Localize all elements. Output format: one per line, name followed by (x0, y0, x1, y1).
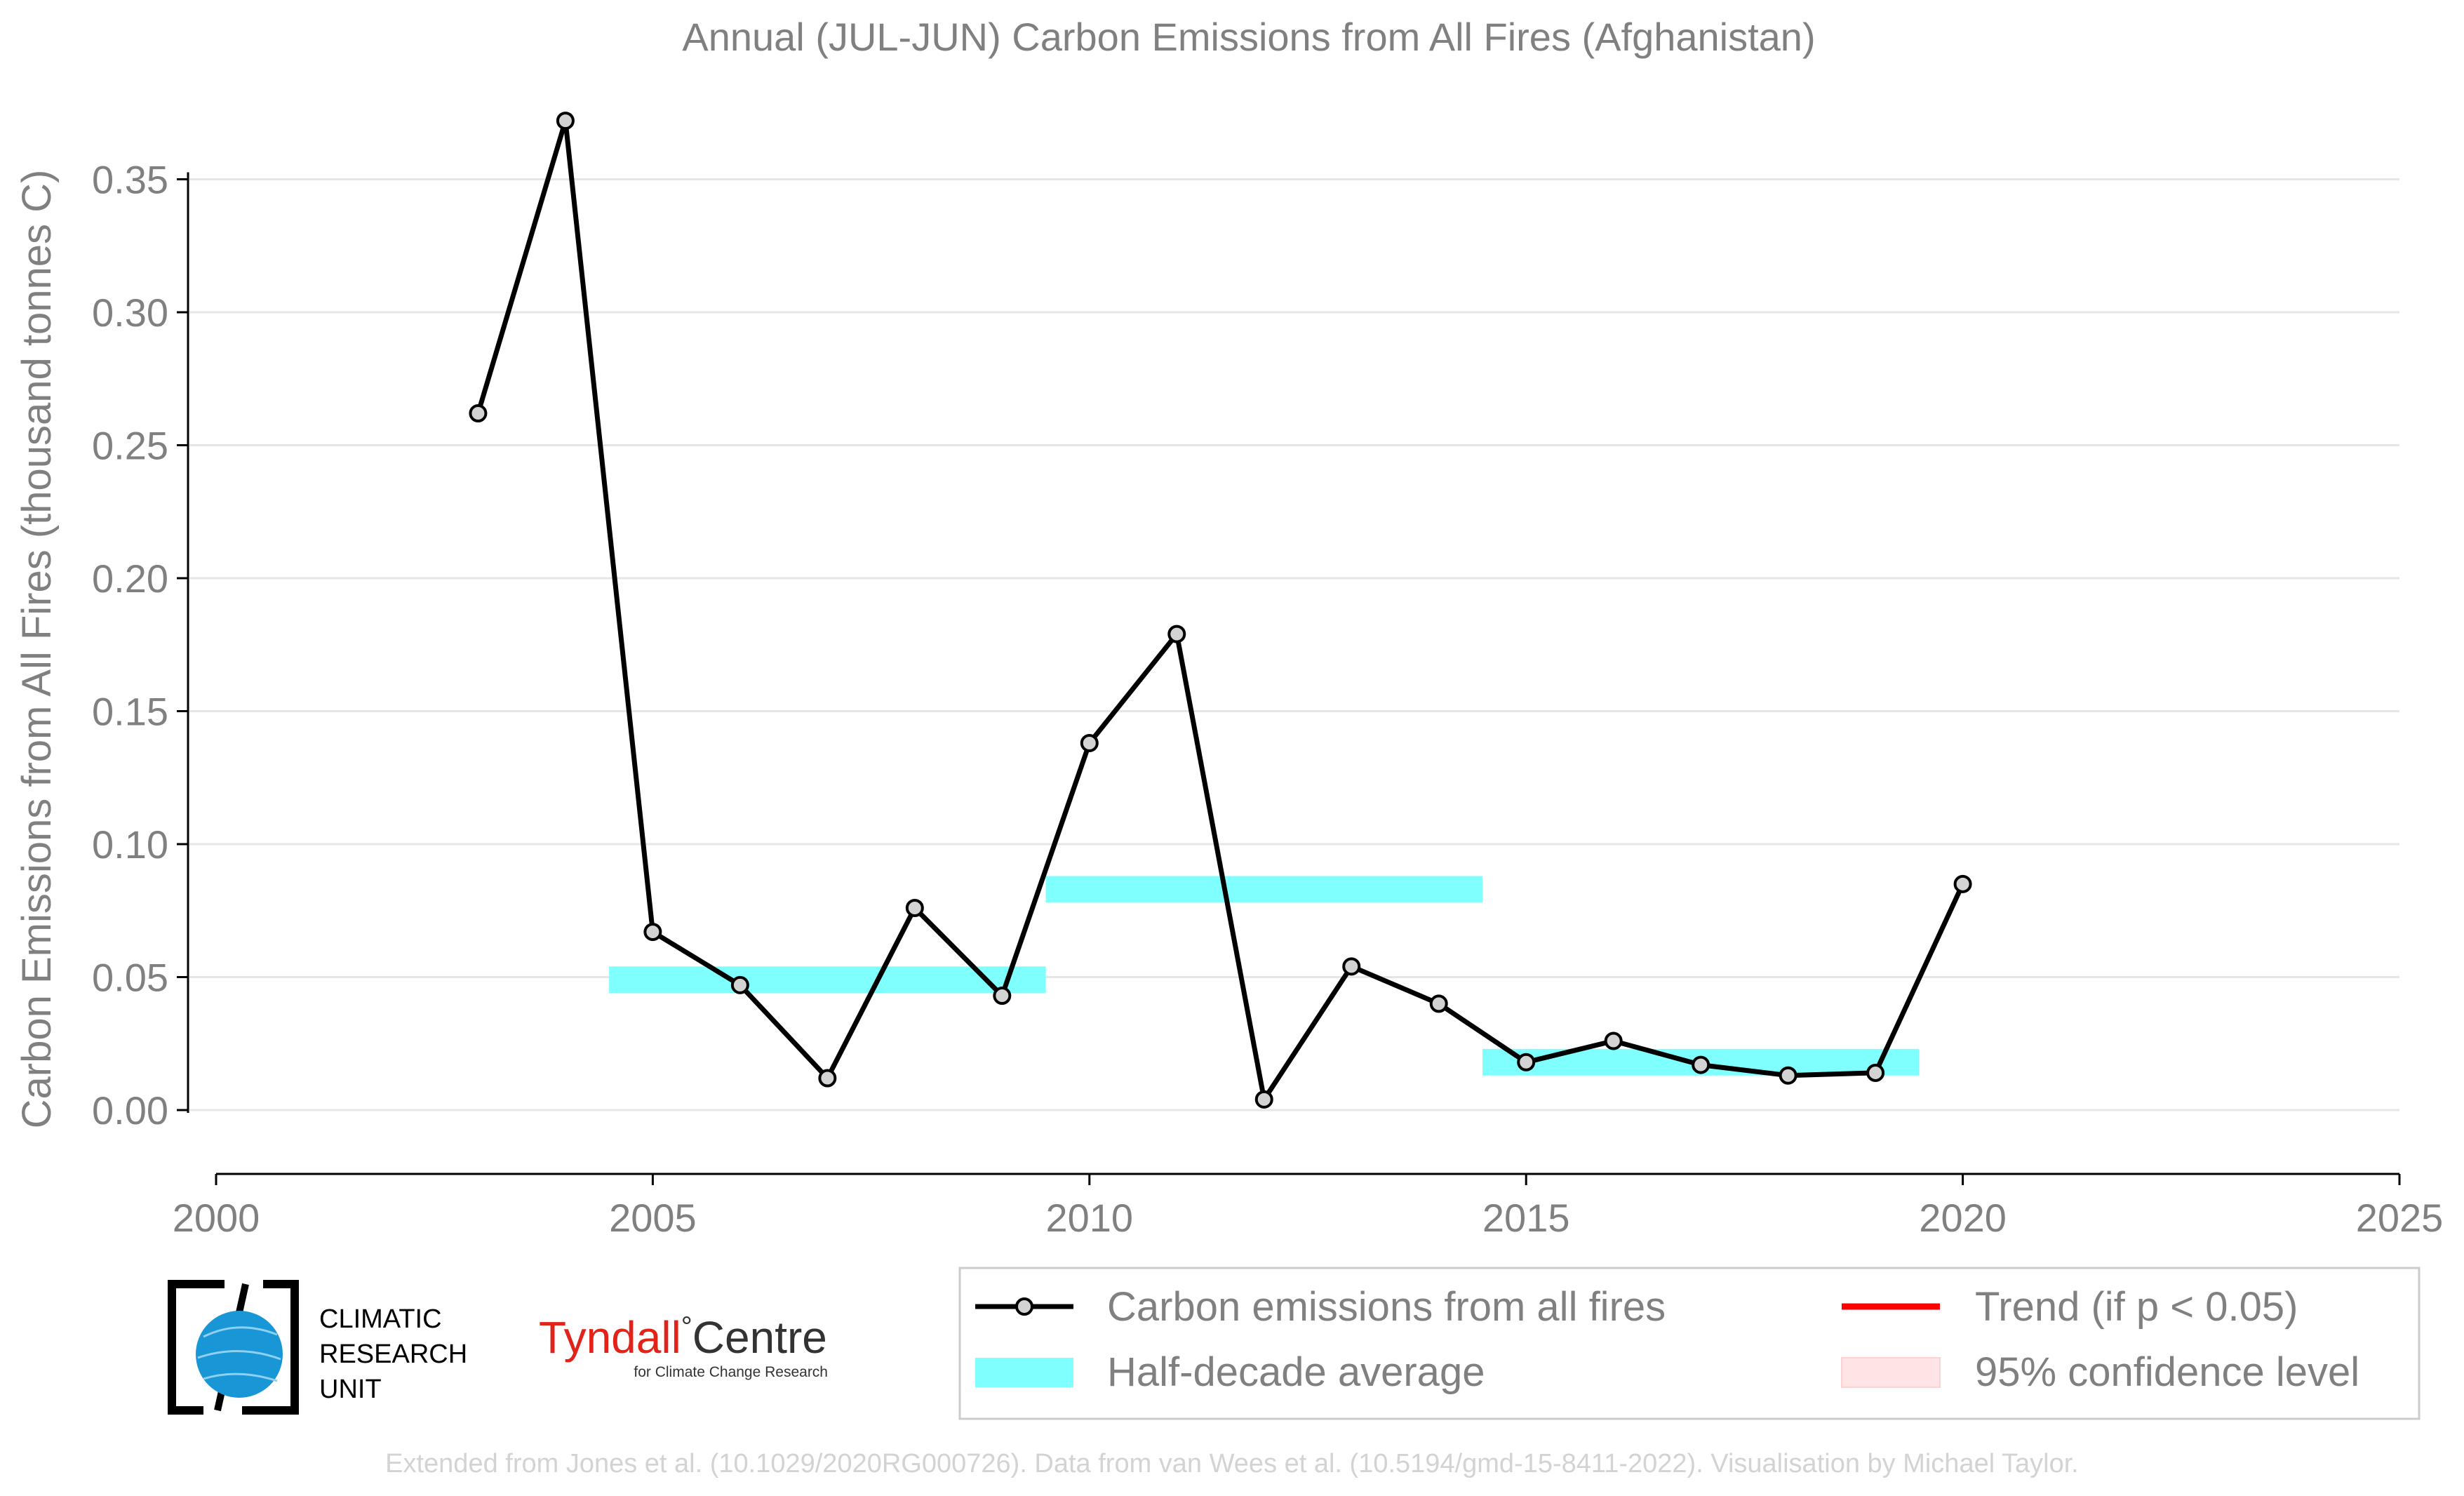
data-point (905, 898, 924, 917)
chart-title: Annual (JUL-JUN) Carbon Emissions from A… (682, 15, 1815, 59)
half-decade-band (609, 966, 1046, 994)
data-point (556, 112, 575, 131)
y-tick-label: 0.25 (92, 424, 168, 468)
data-point (1167, 625, 1186, 643)
legend-label-emissions: Carbon emissions from all fires (1107, 1284, 1666, 1330)
cru-logo: CLIMATIC RESEARCH UNIT (168, 1280, 467, 1415)
legend-label-half-decade: Half-decade average (1107, 1349, 1485, 1395)
emissions-series-line (476, 118, 1965, 1102)
tyndall-subtitle: for Climate Change Research (634, 1364, 828, 1380)
cru-bracket-right (242, 1280, 299, 1415)
x-tick-label: 2025 (2356, 1196, 2444, 1240)
data-point (1604, 1031, 1623, 1050)
cru-line-3: UNIT (319, 1375, 382, 1404)
data-point (1517, 1053, 1536, 1071)
data-point (730, 975, 749, 994)
cru-line-2: RESEARCH (319, 1340, 467, 1369)
x-tick-label: 2000 (173, 1196, 260, 1240)
data-point (1342, 957, 1361, 976)
globe-lines-icon (197, 1326, 281, 1382)
x-tick-label: 2015 (1482, 1196, 1570, 1240)
x-tick-label: 2010 (1046, 1196, 1134, 1240)
y-tick-label: 0.10 (92, 822, 168, 867)
y-tick-label: 0.00 (92, 1088, 168, 1133)
data-point (469, 404, 488, 423)
data-point (1953, 874, 1972, 893)
half-decade-bands (609, 876, 1920, 1076)
x-tick-label: 2005 (609, 1196, 697, 1240)
y-tick-labels: 0.00 0.05 0.10 0.15 0.20 0.25 0.30 0.35 (92, 158, 168, 1133)
data-point (1866, 1063, 1885, 1082)
series-line-layer (476, 118, 1965, 1102)
data-point (1779, 1066, 1797, 1085)
x-tick-labels: 2000 2005 2010 2015 2020 2025 (173, 1196, 2444, 1240)
tyndall-wordmark: Tyndall°Centre (539, 1311, 827, 1363)
data-point (1254, 1090, 1273, 1109)
data-point (643, 923, 662, 942)
y-axis-label: Carbon Emissions from All Fires (thousan… (14, 170, 60, 1129)
data-point (993, 987, 1012, 1006)
legend-marker-emissions (1015, 1297, 1033, 1316)
data-point (1429, 994, 1448, 1013)
axes (177, 172, 2401, 1185)
cru-line-1: CLIMATIC (319, 1304, 442, 1334)
footer-credit: Extended from Jones et al. (10.1029/2020… (385, 1449, 2079, 1478)
y-tick-label: 0.20 (92, 556, 168, 601)
half-decade-band (1045, 876, 1482, 903)
cru-bracket-left (168, 1280, 225, 1415)
data-point (1692, 1055, 1710, 1074)
y-tick-label: 0.35 (92, 158, 168, 202)
y-tick-label: 0.05 (92, 956, 168, 1000)
data-point (818, 1069, 837, 1088)
grid-lines (189, 178, 2399, 1111)
legend-patch-half-decade (975, 1358, 1073, 1387)
tyndall-word: Tyndall (539, 1312, 681, 1363)
legend-label-confidence: 95% confidence level (1975, 1349, 2359, 1395)
tyndall-logo: Tyndall°Centre for Climate Change Resear… (539, 1311, 828, 1380)
data-points (469, 112, 1972, 1109)
x-tick-label: 2020 (1919, 1196, 2007, 1240)
tyndall-centre: Centre (692, 1312, 827, 1363)
y-tick-label: 0.30 (92, 290, 168, 335)
legend-patch-confidence (1841, 1357, 1941, 1388)
legend: Carbon emissions from all fires Half-dec… (958, 1267, 2421, 1420)
tyndall-degree: ° (681, 1311, 692, 1342)
legend-label-trend: Trend (if p < 0.05) (1975, 1284, 2298, 1330)
y-tick-label: 0.15 (92, 690, 168, 734)
data-point (1080, 733, 1099, 752)
legend-box (958, 1267, 2421, 1420)
